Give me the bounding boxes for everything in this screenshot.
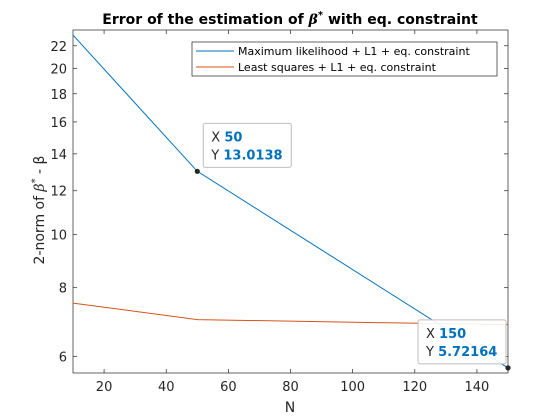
legend-label-ls: Least squares + L1 + eq. constraint: [238, 61, 437, 74]
datatip[interactable]: X 150 Y 5.72164: [417, 319, 511, 371]
datatip[interactable]: X 50 Y 13.0138: [194, 122, 292, 174]
chart-title: Error of the estimation of β* with eq. c…: [102, 10, 478, 28]
x-tick-label: 120: [402, 380, 427, 395]
x-axis-label: N: [285, 400, 295, 416]
datatips[interactable]: X 50 Y 13.0138 X 150 Y 5.72164: [194, 122, 511, 371]
legend-box: [191, 41, 498, 77]
series-line-1: [72, 302, 509, 326]
legend-label-ml: Maximum likelihood + L1 + eq. constraint: [238, 45, 470, 58]
datatip-x-row: X 50: [211, 130, 242, 145]
datatip-box: [417, 319, 507, 365]
x-tick-label: 20: [96, 380, 113, 395]
x-tick-label: 100: [340, 380, 365, 395]
datatip-box: [202, 122, 292, 168]
datatip-y-row: Y 13.0138: [210, 148, 282, 163]
y-tick-label: 20: [50, 63, 67, 78]
y-tick-label: 18: [50, 88, 67, 103]
y-tick-label: 10: [50, 228, 67, 243]
x-tick-label: 140: [465, 380, 490, 395]
x-tick-label: 80: [282, 380, 299, 395]
axes-box: [72, 29, 509, 374]
datatip-marker[interactable]: [505, 365, 511, 371]
datatip-x-row: X 150: [426, 327, 466, 342]
legend[interactable]: Maximum likelihood + L1 + eq. constraint…: [191, 41, 498, 77]
y-axis-label: 2-norm of β* - β: [30, 156, 48, 265]
x-tick-label: 60: [220, 380, 237, 395]
y-tick-label: 8: [59, 282, 67, 297]
y-tick-label: 12: [50, 185, 67, 200]
datatip-marker[interactable]: [194, 168, 200, 174]
x-axis-ticks: 20 40 60 80 100 120 140: [96, 30, 490, 395]
y-tick-label: 16: [50, 116, 67, 131]
y-axis-ticks: 6 8 10 12 14 16 18 20 22: [50, 40, 508, 366]
x-tick-label: 40: [158, 380, 175, 395]
y-tick-label: 6: [59, 351, 67, 366]
y-tick-label: 22: [50, 40, 67, 55]
y-tick-label: 14: [50, 148, 67, 163]
datatip-y-row: Y 5.72164: [425, 345, 497, 360]
plot-area: 6 8 10 12 14 16 18 20 22 20 40 60 80 100 120 140 X 50 Y…: [50, 29, 511, 395]
